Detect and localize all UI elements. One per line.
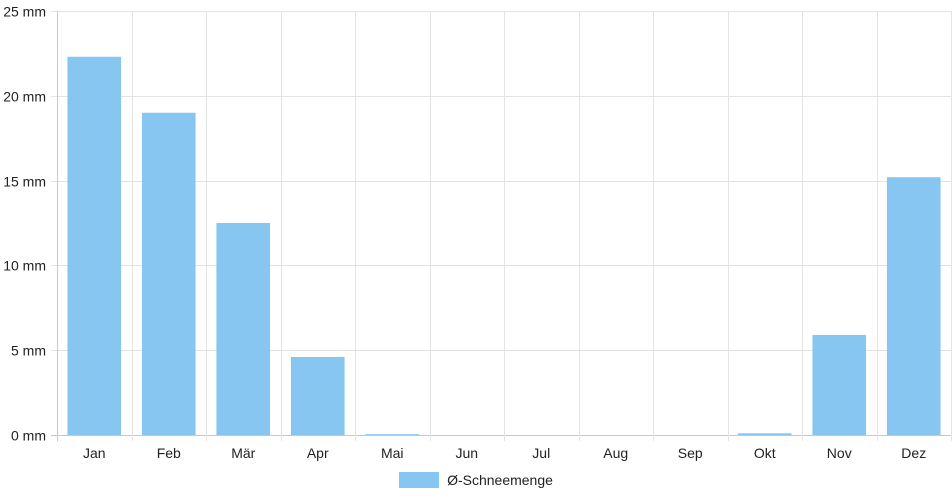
x-tick-label: Mär (231, 445, 255, 461)
y-tick-label: 15 mm (3, 174, 46, 190)
bar-jan[interactable] (67, 56, 122, 436)
x-tick-label: Apr (307, 445, 329, 461)
bar-nov[interactable] (812, 334, 867, 435)
bar-okt[interactable] (737, 433, 792, 435)
bar-dez[interactable] (886, 177, 941, 435)
x-axis-ticks: Jan Feb Mär Apr Mai Jun Jul Aug Sep Okt Nov Dez (83, 445, 926, 461)
y-tick-label: 0 mm (11, 428, 46, 444)
y-tick-label: 20 mm (3, 89, 46, 105)
x-tick-label: Jul (532, 445, 550, 461)
legend-label: Ø-Schneemenge (447, 472, 553, 488)
bar-mai[interactable] (365, 434, 420, 436)
y-tick-label: 10 mm (3, 258, 46, 274)
x-tick-label: Okt (754, 445, 776, 461)
y-tick-label: 25 mm (3, 4, 46, 20)
x-tick-label: Sep (678, 445, 703, 461)
x-tick-label: Jan (83, 445, 106, 461)
bar-feb[interactable] (141, 112, 196, 435)
bars (67, 56, 941, 436)
x-tick-label: Nov (827, 445, 852, 461)
x-tick-label: Aug (603, 445, 628, 461)
bar-apr[interactable] (290, 356, 345, 435)
x-tick-label: Jun (455, 445, 478, 461)
grid-lines (51, 11, 952, 441)
y-tick-label: 5 mm (11, 343, 46, 359)
legend-swatch (399, 472, 440, 488)
x-tick-label: Mai (381, 445, 404, 461)
x-tick-label: Dez (901, 445, 926, 461)
bar-mär[interactable] (216, 223, 271, 435)
x-tick-label: Feb (157, 445, 181, 461)
y-axis-ticks: 0 mm 5 mm 10 mm 15 mm 20 mm 25 mm (3, 4, 46, 444)
legend[interactable]: Ø-Schneemenge (0, 472, 952, 488)
chart-canvas: 0 mm 5 mm 10 mm 15 mm 20 mm 25 mm Jan Feb Mär Ap… (3, 4, 952, 461)
